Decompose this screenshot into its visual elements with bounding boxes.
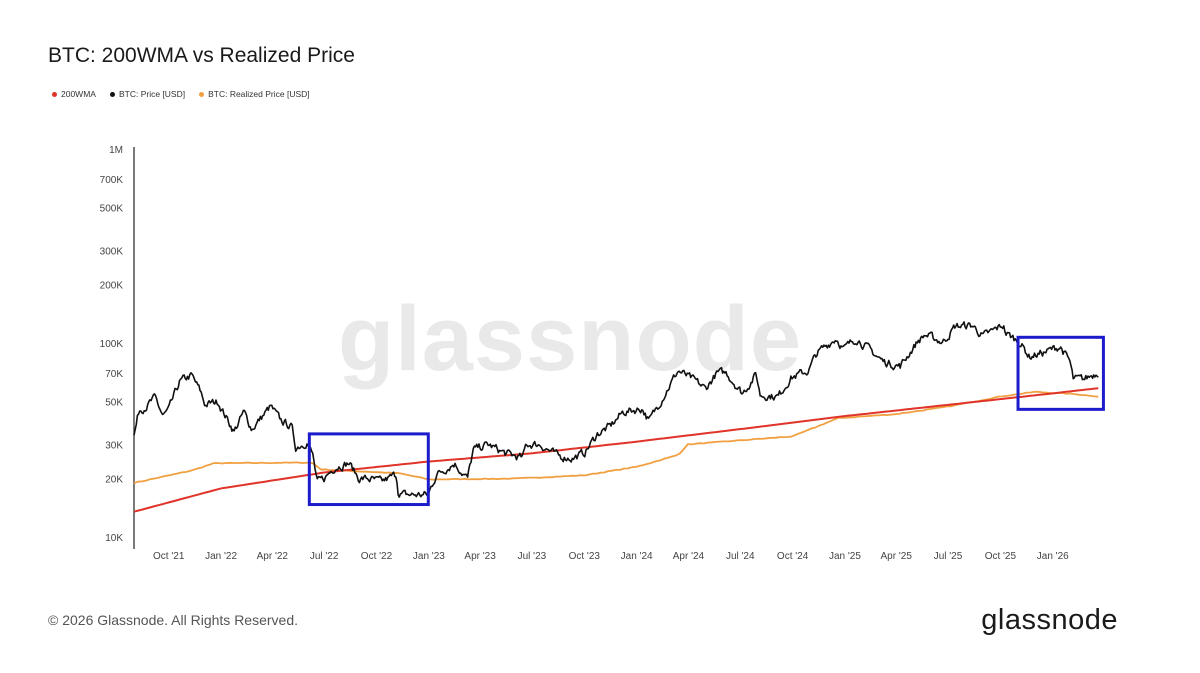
chart-title: BTC: 200WMA vs Realized Price <box>48 44 355 67</box>
y-tick-label: 500K <box>100 203 124 214</box>
x-tick-label: Apr '22 <box>257 551 289 562</box>
y-tick-label: 20K <box>105 475 123 486</box>
y-tick-label: 300K <box>100 246 124 257</box>
legend-label-200wma: 200WMA <box>61 89 96 99</box>
x-tick-label: Jul '24 <box>726 551 755 562</box>
y-tick-label: 200K <box>100 281 124 292</box>
x-tick-label: Apr '23 <box>464 551 496 562</box>
x-tick-label: Oct '25 <box>985 551 1017 562</box>
x-axis: Oct '21 Jan '22 Apr '22 Jul '22 Oct '22 Jan '… <box>153 551 1069 562</box>
x-tick-label: Oct '24 <box>777 551 809 562</box>
legend-dot-price <box>109 91 115 97</box>
x-tick-label: Apr '24 <box>673 551 705 562</box>
y-tick-label: 100K <box>100 339 124 350</box>
x-tick-label: Jul '23 <box>518 551 547 562</box>
y-axis: 10K 20K 30K 50K 70K 100K 200K 300K 500K 700K 1M <box>100 145 135 549</box>
legend: 200WMA BTC: Price [USD] BTC: Realized Pr… <box>52 89 310 99</box>
highlight-box-1 <box>307 432 430 507</box>
legend-label-realized-price: BTC: Realized Price [USD] <box>208 89 310 99</box>
series-layer <box>133 321 1099 513</box>
legend-item-price[interactable]: BTC: Price [USD] <box>109 89 186 99</box>
x-tick-label: Jan '25 <box>829 551 861 562</box>
copyright-footer: © 2026 Glassnode. All Rights Reserved. <box>48 612 299 628</box>
y-tick-label: 10K <box>105 533 123 544</box>
x-tick-label: Jan '22 <box>205 551 237 562</box>
glassnode-logo: glassnode <box>981 604 1118 636</box>
y-tick-label: 30K <box>105 440 123 451</box>
legend-label-price: BTC: Price [USD] <box>118 89 186 99</box>
legend-item-realized-price[interactable]: BTC: Realized Price [USD] <box>199 89 310 99</box>
series-line-btc-realized-price-usd <box>133 390 1099 485</box>
watermark-text: glassnode <box>338 288 802 390</box>
y-tick-label: 1M <box>109 145 123 156</box>
y-tick-label: 700K <box>100 175 124 186</box>
x-tick-label: Oct '21 <box>153 551 185 562</box>
legend-dot-realized-price <box>199 91 205 97</box>
x-tick-label: Jul '25 <box>934 551 963 562</box>
y-tick-label: 50K <box>105 397 123 408</box>
x-tick-label: Apr '25 <box>881 551 913 562</box>
y-tick-label: 70K <box>105 369 123 380</box>
x-tick-label: Oct '22 <box>361 551 393 562</box>
x-tick-label: Jul '22 <box>310 551 339 562</box>
annotation-layer <box>307 335 1105 507</box>
x-tick-label: Jan '23 <box>413 551 445 562</box>
legend-item-200wma[interactable]: 200WMA <box>52 89 96 99</box>
x-tick-label: Jan '26 <box>1037 551 1069 562</box>
x-tick-label: Oct '23 <box>569 551 601 562</box>
series-line-200wma <box>133 387 1099 513</box>
legend-dot-200wma <box>52 91 57 97</box>
series-line-btc-price-usd <box>133 321 1099 498</box>
highlight-box-2 <box>1016 335 1105 411</box>
x-tick-label: Jan '24 <box>621 551 653 562</box>
